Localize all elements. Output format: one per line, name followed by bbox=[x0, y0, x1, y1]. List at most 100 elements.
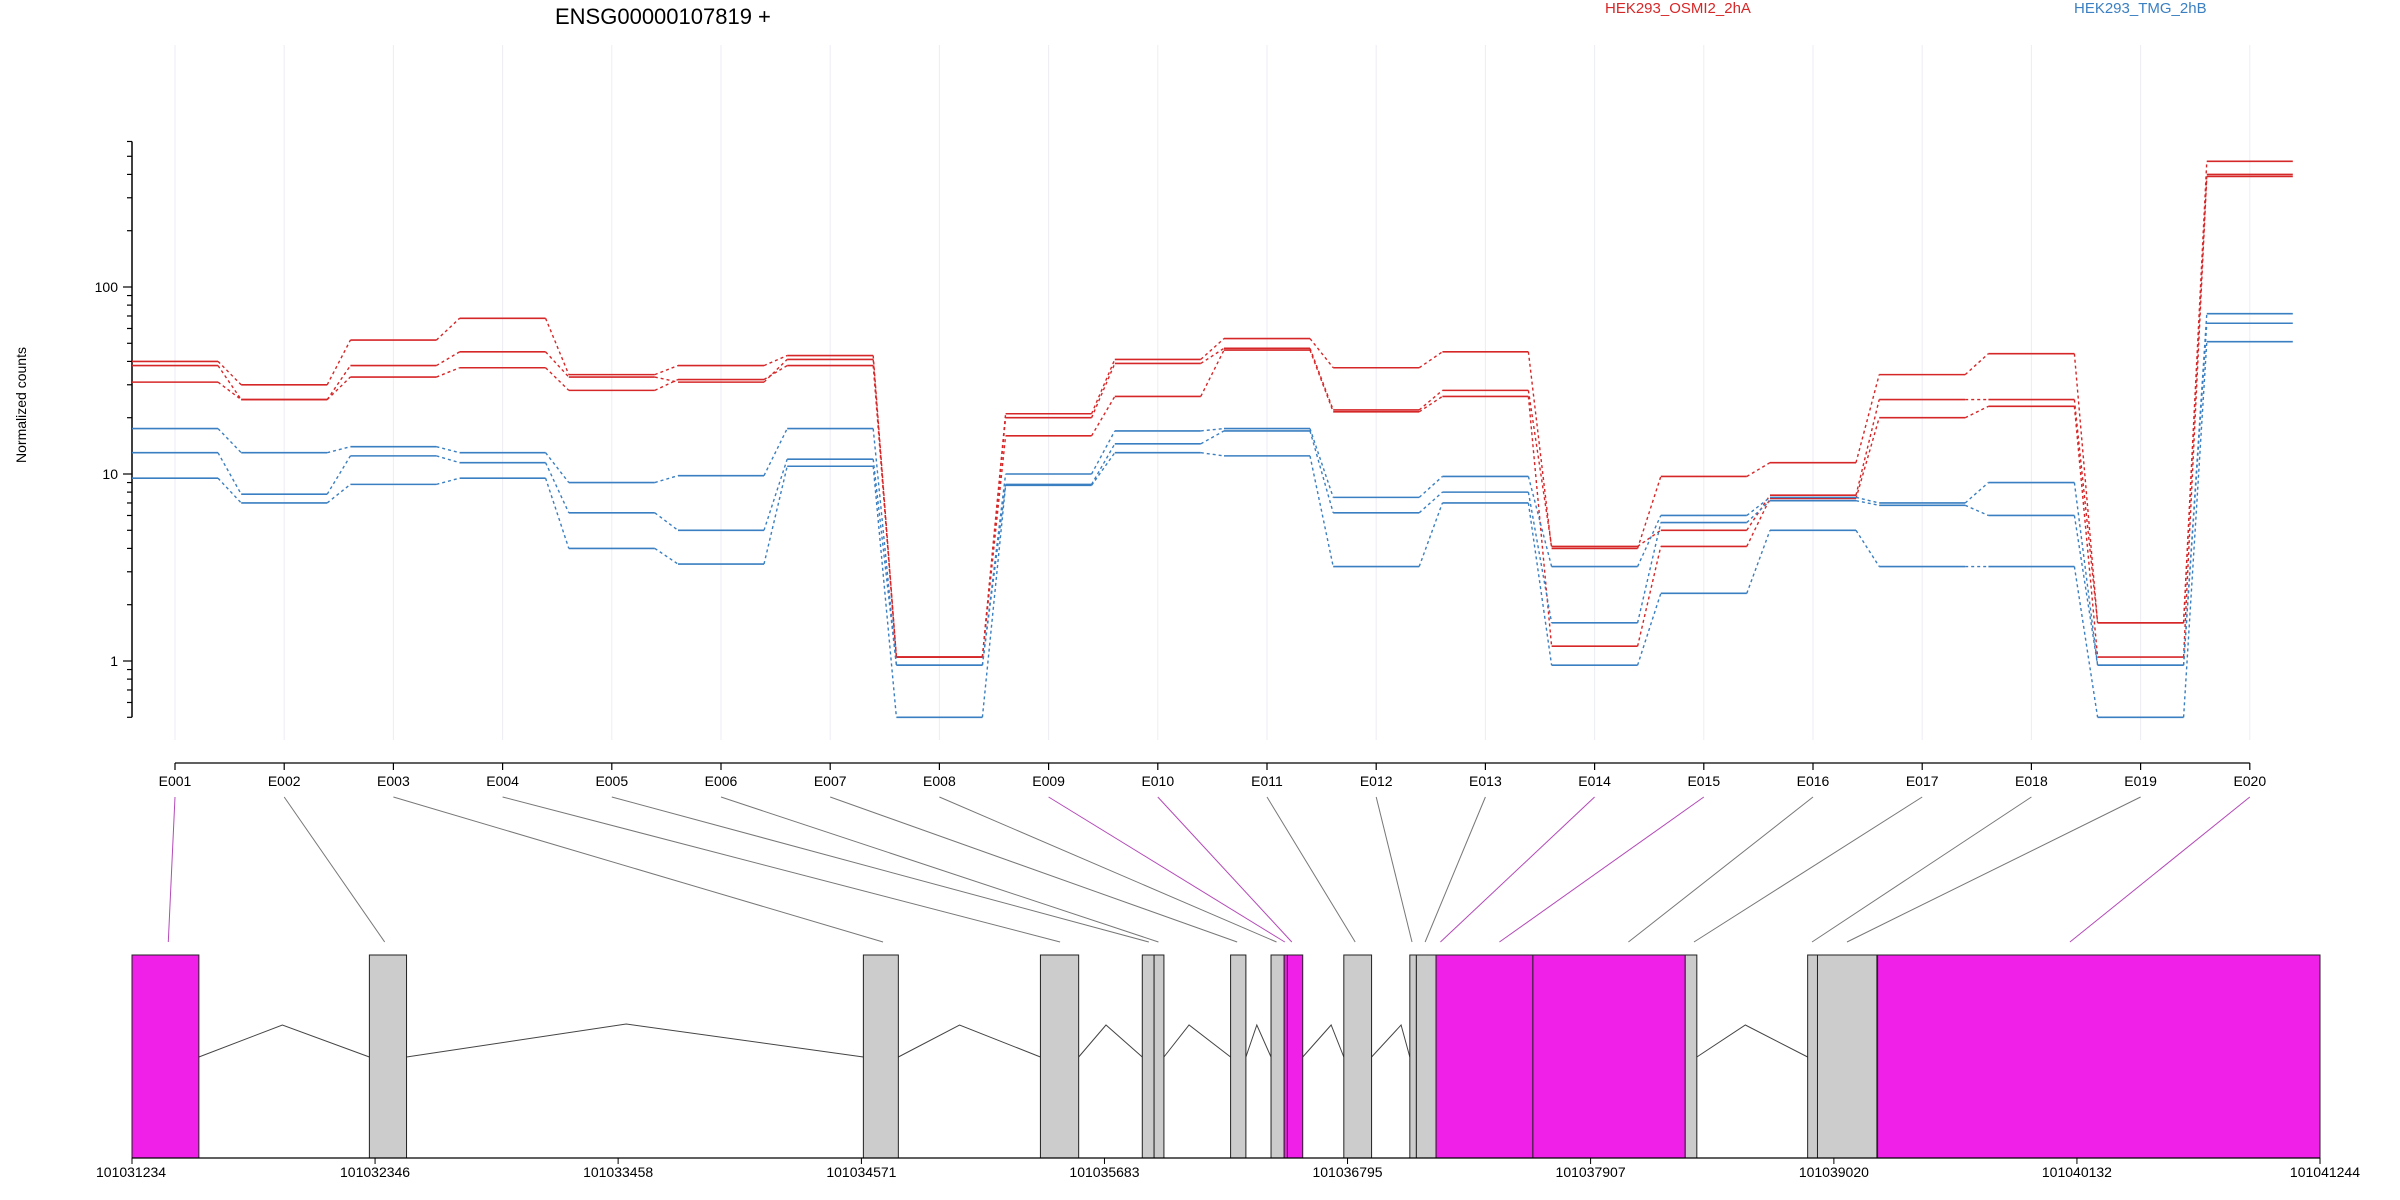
genomic-tick-label: 101032346 bbox=[340, 1164, 410, 1180]
series-0-connector bbox=[1746, 462, 1771, 478]
series-0-connector bbox=[872, 355, 898, 658]
series-1-connector bbox=[1746, 494, 1771, 531]
series-3-connector bbox=[217, 428, 242, 454]
series-3-connector bbox=[1200, 427, 1225, 432]
exon-block-e015 bbox=[1532, 954, 1686, 1159]
series-0-connector bbox=[1309, 338, 1334, 369]
connector-e012 bbox=[1375, 796, 1413, 943]
genomic-tick-label: 101039020 bbox=[1799, 1164, 1869, 1180]
y-axis-label: Normalized counts bbox=[13, 347, 29, 463]
series-4-connector bbox=[1964, 504, 1989, 517]
exon-block-e017 bbox=[1807, 954, 1818, 1159]
series-3-connector bbox=[872, 428, 898, 666]
connector-e018 bbox=[1811, 796, 2032, 943]
series-4-connector bbox=[2182, 323, 2208, 666]
connector-e017 bbox=[1693, 796, 1923, 943]
junction-line bbox=[1245, 1023, 1272, 1058]
series-3-connector bbox=[1964, 482, 1989, 504]
series-4-connector bbox=[763, 458, 788, 531]
series-4-connector bbox=[654, 512, 679, 531]
series-5-connector bbox=[1200, 451, 1225, 457]
series-3-connector bbox=[327, 445, 351, 454]
series-5-connector bbox=[436, 477, 460, 486]
exon-block-e013 bbox=[1415, 954, 1437, 1159]
x-tick-label-e015: E015 bbox=[1687, 773, 1720, 789]
x-tick-label-e001: E001 bbox=[159, 773, 192, 789]
series-2-connector bbox=[872, 365, 898, 658]
series-5-connector bbox=[1309, 455, 1334, 567]
exon-connectors bbox=[167, 796, 2251, 943]
series-5-connector bbox=[981, 485, 1007, 718]
genomic-tick-label: 101031234 bbox=[96, 1164, 166, 1180]
series-1-connector bbox=[654, 376, 679, 383]
exon-block-e011 bbox=[1343, 954, 1373, 1159]
exon-block-e020 bbox=[1877, 954, 2321, 1159]
series-5-connector bbox=[544, 477, 570, 549]
series-4-connector bbox=[1746, 500, 1771, 524]
series-1-connector bbox=[981, 417, 1007, 658]
y-axis: 1 10 100 bbox=[95, 140, 133, 718]
x-axis: E001 E002 E003 E004 E005 E006 E007 E008 E009 E010… bbox=[159, 762, 2266, 789]
series-4-connector bbox=[2073, 515, 2099, 666]
series-1-connector bbox=[2073, 399, 2099, 623]
connector-e015 bbox=[1499, 796, 1705, 943]
series-3-connector bbox=[436, 445, 460, 454]
series-5-connector bbox=[1636, 593, 1662, 666]
genomic-tick-label: 101041244 bbox=[2290, 1164, 2360, 1180]
series-2-connector bbox=[981, 435, 1007, 658]
legend-entry-osmi2: HEK293_OSMI2_2hA bbox=[1605, 0, 1751, 17]
series-4-connector bbox=[1855, 499, 1880, 507]
series-1-connector bbox=[763, 358, 788, 383]
series-3-connector bbox=[1418, 475, 1443, 498]
series-0-connector bbox=[1964, 353, 1989, 376]
junction-line bbox=[898, 1024, 1041, 1058]
series-2-connector bbox=[326, 376, 351, 401]
series-5-connector bbox=[2073, 566, 2099, 718]
connector-e003 bbox=[393, 796, 884, 943]
series-4-connector bbox=[872, 459, 898, 666]
connector-e001 bbox=[167, 796, 176, 943]
connector-e014 bbox=[1440, 796, 1595, 943]
series-1-connector bbox=[1855, 399, 1880, 496]
series-2-connector bbox=[436, 367, 460, 378]
x-tick-label-e003: E003 bbox=[377, 773, 410, 789]
series-2-connector bbox=[1855, 417, 1880, 499]
connector-e005 bbox=[611, 796, 1149, 943]
series-4-connector bbox=[436, 455, 460, 464]
series-1-connector bbox=[1090, 363, 1116, 418]
x-tick-label-e009: E009 bbox=[1032, 773, 1065, 789]
chart-title: ENSG00000107819 + bbox=[555, 4, 771, 29]
series-3-connector bbox=[2073, 482, 2099, 666]
series-5-connector bbox=[763, 466, 788, 565]
series-0-connector bbox=[544, 318, 570, 375]
series-0-connector bbox=[1200, 338, 1225, 360]
series-1-connector bbox=[326, 365, 351, 400]
series-4-connector bbox=[1200, 430, 1225, 445]
series-1-connector bbox=[436, 351, 460, 367]
exon-block-e003 bbox=[862, 954, 899, 1159]
series-0-connector bbox=[1855, 374, 1880, 463]
connector-e016 bbox=[1628, 796, 1814, 943]
series-4-connector bbox=[326, 455, 351, 495]
connector-e004 bbox=[502, 796, 1061, 943]
series-2-connector bbox=[1200, 349, 1225, 397]
genomic-axis: 101031234 101032346 101033458 101034571 1010… bbox=[96, 1157, 2360, 1180]
exon-block-e008 bbox=[1270, 954, 1285, 1159]
junction-line bbox=[198, 1024, 370, 1058]
series-5-connector bbox=[1091, 452, 1116, 486]
junction-line bbox=[1696, 1024, 1808, 1058]
x-tick-label-e020: E020 bbox=[2233, 773, 2266, 789]
junction-line bbox=[1302, 1024, 1345, 1058]
series-1-connector bbox=[1200, 347, 1225, 365]
connector-e020 bbox=[2069, 796, 2251, 943]
exon-block-e012 bbox=[1409, 954, 1417, 1159]
series-0-connector bbox=[1418, 351, 1443, 369]
series-0-connector bbox=[435, 317, 461, 341]
exon-block-e014 bbox=[1435, 954, 1534, 1159]
series-5-connector bbox=[1418, 502, 1444, 567]
series-2-connector bbox=[1964, 405, 1989, 419]
series-2-connector bbox=[1418, 395, 1443, 413]
series-5-connector bbox=[1746, 530, 1771, 594]
series-2-connector bbox=[217, 381, 242, 401]
y-tick-label: 10 bbox=[102, 466, 118, 482]
